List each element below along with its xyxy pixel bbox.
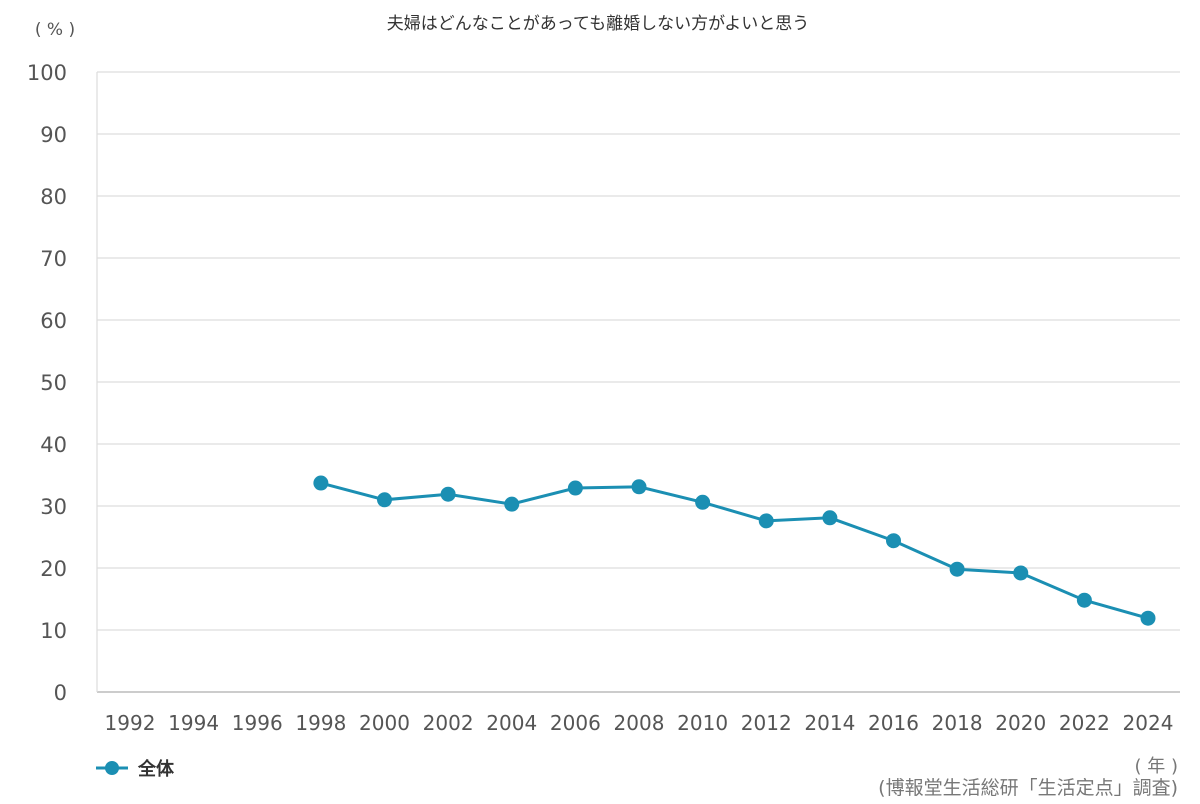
x-tick-label: 2012 <box>741 711 792 735</box>
x-tick-label: 1994 <box>168 711 219 735</box>
y-tick-label: 50 <box>40 371 67 395</box>
data-point <box>504 496 520 512</box>
y-tick-label: 80 <box>40 185 67 209</box>
data-point <box>377 492 392 508</box>
x-tick-label: 2002 <box>423 711 474 735</box>
data-point <box>440 486 456 502</box>
y-tick-label: 20 <box>40 557 67 581</box>
x-tick-label: 2004 <box>486 711 537 735</box>
data-point <box>631 479 647 495</box>
legend-marker <box>105 761 119 775</box>
legend: 全体 <box>96 758 175 780</box>
data-point <box>758 513 774 529</box>
y-tick-label: 90 <box>40 123 67 147</box>
x-tick-label: 2024 <box>1123 711 1174 735</box>
source-note: (博報堂生活総研「生活定点」調査) <box>878 777 1178 799</box>
x-tick-label: 2008 <box>614 711 665 735</box>
x-tick-label: 1992 <box>105 711 156 735</box>
x-tick-label: 2020 <box>995 711 1046 735</box>
x-tick-label: 1998 <box>295 711 346 735</box>
x-tick-label: 2014 <box>804 711 855 735</box>
data-point <box>949 561 965 577</box>
x-tick-label: 2006 <box>550 711 601 735</box>
x-tick-label: 2022 <box>1059 711 1110 735</box>
y-tick-label: 70 <box>40 247 67 271</box>
legend-label: 全体 <box>137 758 175 780</box>
x-tick-label: 2010 <box>677 711 728 735</box>
x-tick-label: 2018 <box>932 711 983 735</box>
chart-title: 夫婦はどんなことがあっても離婚しない方がよいと思う <box>387 14 809 34</box>
data-point <box>695 494 711 510</box>
x-tick-label: 1996 <box>232 711 283 735</box>
y-tick-label: 30 <box>40 495 67 519</box>
x-tick-label: 2016 <box>868 711 919 735</box>
y-tick-label: 40 <box>40 433 67 457</box>
x-axis-unit: ( 年 ) <box>1135 756 1179 777</box>
data-point <box>313 475 329 491</box>
data-point <box>1140 610 1156 626</box>
series-line <box>320 481 1149 620</box>
x-tick-label: 2000 <box>359 711 410 735</box>
y-tick-label: 0 <box>54 681 67 705</box>
data-point <box>1076 592 1092 608</box>
data-point <box>567 480 583 496</box>
y-tick-label: 10 <box>40 619 67 643</box>
y-tick-label: 60 <box>40 309 67 333</box>
data-point <box>822 510 838 526</box>
y-tick-label: 100 <box>27 61 67 85</box>
y-axis-unit: ( % ) <box>35 20 75 40</box>
data-point <box>1013 565 1029 581</box>
data-point <box>886 533 901 549</box>
